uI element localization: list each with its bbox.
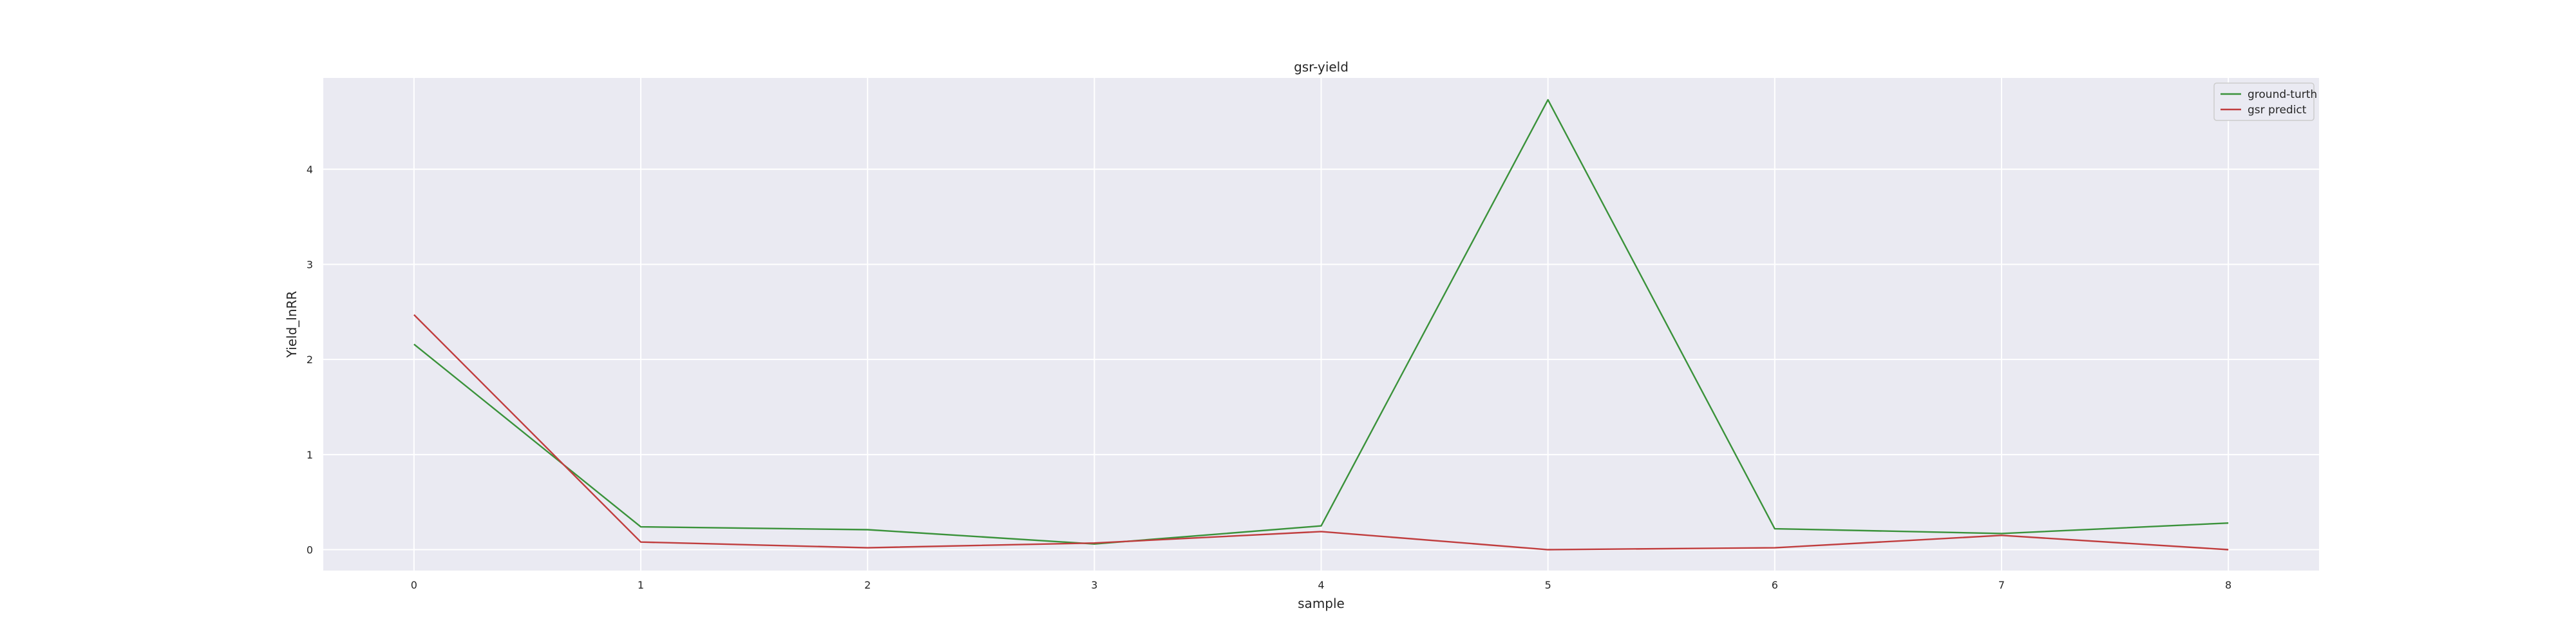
y-tick-label: 3 (307, 258, 313, 270)
tick-labels: 0 1 2 3 4 5 6 7 8 0 1 2 3 4 (307, 164, 2231, 591)
x-tick-label: 0 (411, 579, 417, 591)
gridlines (323, 78, 2319, 571)
y-axis-label: Yield_lnRR (284, 291, 299, 359)
series-lines (413, 99, 2229, 551)
y-tick-label: 2 (307, 354, 313, 366)
x-tick-label: 6 (1772, 579, 1778, 591)
chart-title: gsr-yield (1294, 59, 1349, 75)
series-line-ground-truth (413, 99, 2229, 545)
x-tick-label: 3 (1091, 579, 1097, 591)
y-tick-label: 4 (307, 164, 313, 176)
x-tick-label: 1 (638, 579, 644, 591)
legend: ground-turth gsr predict (2213, 82, 2317, 121)
x-tick-label: 7 (1998, 579, 2005, 591)
legend-label: gsr predict (2248, 104, 2307, 117)
x-tick-label: 5 (1545, 579, 1551, 591)
x-tick-label: 2 (864, 579, 871, 591)
x-tick-label: 4 (1318, 579, 1324, 591)
x-axis-label: sample (1298, 596, 1345, 611)
x-tick-label: 8 (2225, 579, 2231, 591)
y-tick-label: 1 (307, 449, 313, 461)
y-tick-label: 0 (307, 544, 313, 556)
legend-box (2213, 82, 2315, 121)
legend-label: ground-turth (2248, 88, 2317, 101)
series-line-gsr-predict (413, 314, 2229, 551)
